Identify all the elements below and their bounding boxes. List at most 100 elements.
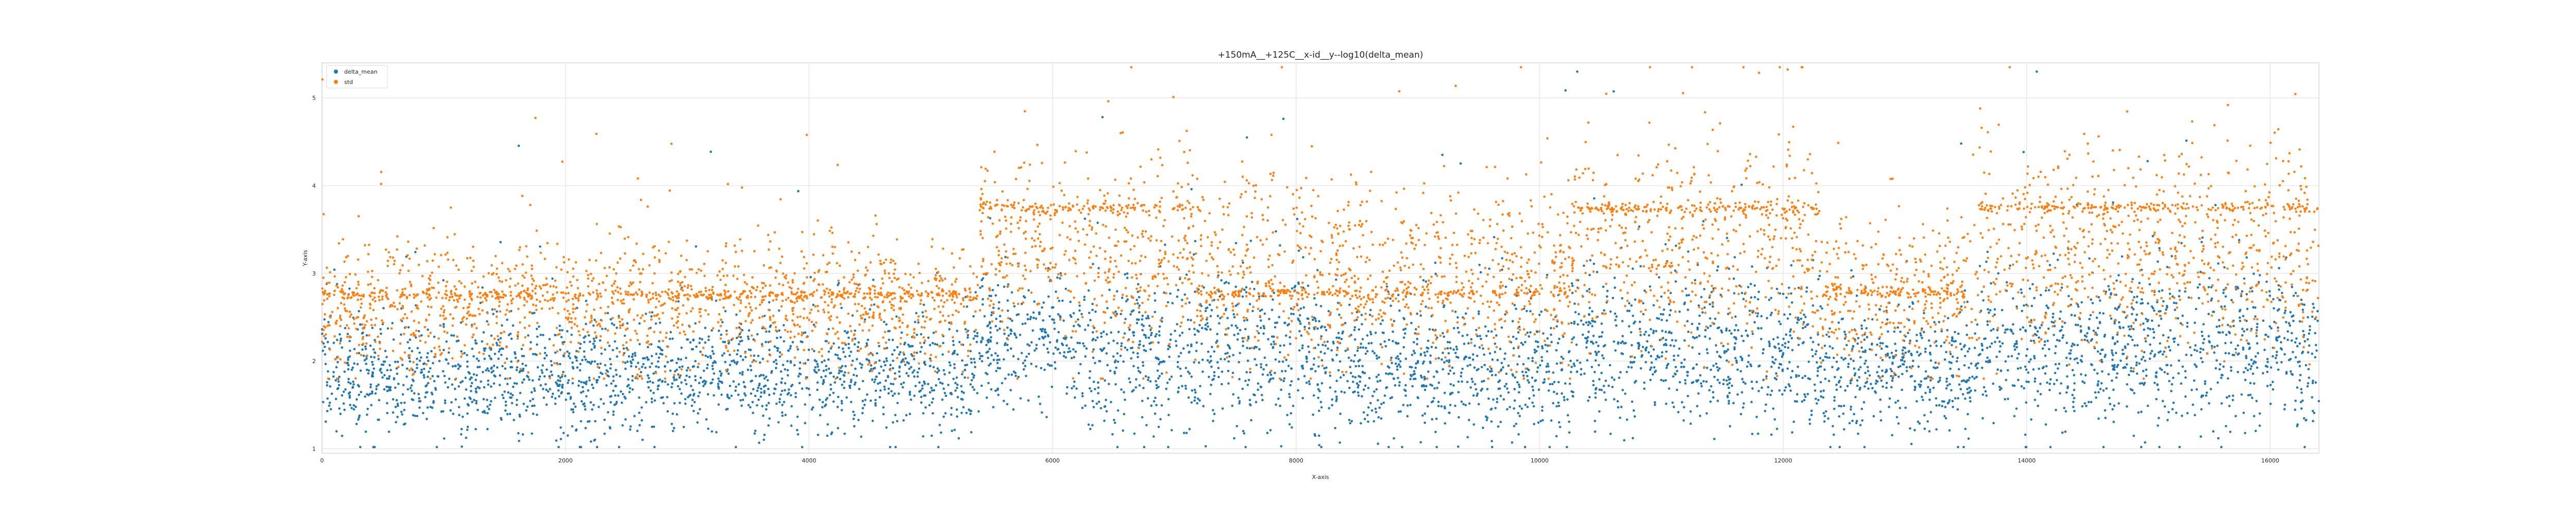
data-point — [545, 388, 548, 391]
data-point — [1797, 366, 1799, 368]
data-point — [973, 330, 976, 333]
data-point — [934, 342, 937, 346]
data-point — [1583, 372, 1586, 375]
data-point — [1131, 390, 1133, 393]
data-point — [1541, 405, 1544, 408]
data-point — [572, 402, 575, 405]
data-point — [1882, 342, 1884, 345]
data-point — [619, 375, 621, 377]
data-point — [1882, 385, 1884, 388]
data-point — [773, 392, 775, 395]
data-point — [2127, 343, 2129, 346]
data-point — [1507, 364, 1510, 367]
data-point — [1649, 368, 1652, 371]
data-point — [2157, 417, 2160, 419]
data-point — [1377, 416, 1380, 419]
data-point — [1665, 338, 1667, 341]
data-point — [1570, 390, 1573, 393]
data-point — [874, 399, 877, 402]
data-point — [924, 406, 927, 409]
data-point — [1669, 291, 1672, 295]
data-point — [1328, 407, 1330, 409]
data-point — [1187, 370, 1190, 373]
data-point — [429, 406, 432, 408]
data-point — [593, 340, 596, 342]
data-point — [857, 419, 860, 421]
data-point — [1041, 306, 1043, 309]
data-point — [1775, 372, 1777, 375]
data-point — [784, 414, 787, 417]
data-point — [715, 431, 718, 434]
data-point — [1929, 345, 1932, 347]
data-point — [549, 388, 551, 390]
data-point — [910, 345, 913, 348]
data-point — [384, 350, 387, 352]
data-point — [2171, 255, 2173, 258]
data-point — [536, 366, 539, 369]
data-point — [1598, 378, 1601, 381]
data-point — [1541, 409, 1544, 412]
data-point — [1312, 413, 1314, 416]
data-point — [1750, 283, 1752, 285]
data-point — [1501, 268, 1503, 271]
data-point — [1774, 358, 1777, 361]
data-point — [2197, 297, 2200, 300]
data-point — [2043, 344, 2046, 347]
data-point — [1633, 415, 1636, 418]
data-point — [2223, 305, 2226, 308]
data-point — [618, 445, 620, 449]
data-point — [1442, 351, 1444, 354]
data-point — [1934, 361, 1937, 364]
data-point — [1319, 401, 1323, 403]
data-point — [834, 353, 837, 356]
data-point — [1956, 360, 1958, 363]
data-point — [1083, 345, 1086, 348]
data-point — [705, 418, 708, 421]
data-point — [988, 348, 991, 350]
data-point — [1981, 349, 1984, 352]
data-point — [1910, 442, 1913, 445]
data-point — [501, 365, 504, 368]
data-point — [1460, 375, 1463, 377]
data-point — [838, 372, 840, 374]
data-point — [565, 398, 567, 401]
data-point — [827, 350, 831, 353]
data-point — [1415, 362, 1417, 365]
data-point — [776, 347, 779, 350]
data-point — [1572, 336, 1575, 339]
data-point — [369, 386, 372, 389]
data-point — [1301, 397, 1304, 400]
data-point — [1826, 356, 1828, 359]
data-point — [1435, 417, 1438, 420]
data-point — [1078, 325, 1081, 328]
data-point — [1574, 311, 1577, 314]
data-point — [687, 366, 689, 369]
data-point — [679, 402, 681, 404]
data-point — [1604, 344, 1606, 347]
data-point — [964, 296, 967, 299]
data-point — [908, 390, 911, 393]
data-point — [1375, 354, 1378, 357]
data-point — [490, 366, 493, 369]
data-point — [1270, 308, 1274, 311]
data-point — [1673, 358, 1675, 362]
data-point — [360, 391, 362, 393]
data-point — [1861, 350, 1865, 353]
data-point — [631, 355, 634, 358]
data-point — [1074, 396, 1076, 399]
data-point — [678, 366, 681, 369]
data-point — [748, 348, 751, 351]
data-point — [1698, 314, 1701, 317]
data-point — [1736, 393, 1739, 396]
data-point — [790, 405, 793, 408]
data-point — [2013, 345, 2015, 348]
data-point — [832, 391, 835, 394]
data-point — [2201, 335, 2204, 337]
data-point — [1431, 418, 1433, 421]
data-point — [1543, 381, 1546, 384]
data-point — [2097, 417, 2100, 420]
data-point — [702, 385, 705, 387]
data-point — [1778, 389, 1781, 392]
data-point — [1406, 415, 1409, 418]
data-point — [1929, 353, 1932, 356]
